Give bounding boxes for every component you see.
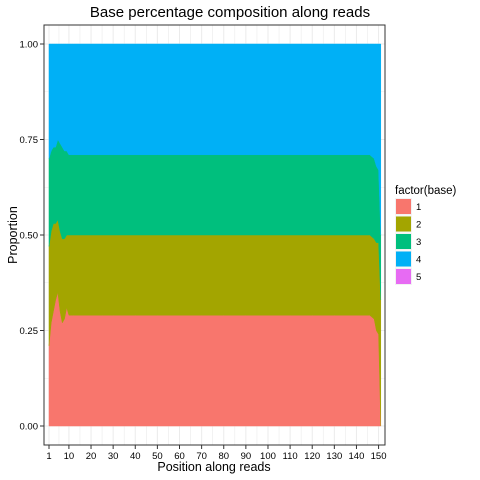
legend-label-3: 3 — [416, 237, 421, 248]
y-tick-label: 0.25 — [20, 326, 39, 337]
x-tick-label: 50 — [152, 451, 163, 462]
x-tick-label: 30 — [108, 451, 119, 462]
x-axis: 1 10 20 30 40 50 60 70 80 90 100 110 120 130 140 150 — [46, 445, 387, 462]
area-layers — [48, 43, 382, 427]
y-tick-label: 0.00 — [20, 422, 39, 433]
x-tick-label: 90 — [241, 451, 252, 462]
x-axis-title: Position along reads — [157, 460, 270, 474]
x-tick-label: 130 — [326, 451, 342, 462]
legend-label-2: 2 — [416, 220, 421, 231]
area-series-4 — [48, 43, 382, 236]
x-tick-label: 10 — [64, 451, 75, 462]
x-tick-label: 110 — [283, 451, 298, 462]
plot-panel — [43, 24, 386, 446]
y-axis-title: Proportion — [6, 206, 20, 264]
y-axis: 0.00 0.25 0.50 0.75 1.00 — [20, 40, 44, 433]
x-tick-label: 100 — [260, 451, 276, 462]
legend-swatch-5 — [396, 269, 411, 284]
legend-label-1: 1 — [416, 202, 421, 213]
x-tick-label: 60 — [174, 451, 185, 462]
x-tick-label: 140 — [349, 451, 365, 462]
legend-swatch-4 — [396, 251, 411, 267]
legend-label-4: 4 — [416, 255, 421, 266]
legend-label-5: 5 — [416, 272, 421, 283]
legend-swatch-2 — [396, 216, 411, 232]
y-tick-label: 0.50 — [20, 231, 39, 242]
y-tick-label: 1.00 — [20, 40, 39, 51]
chart-title: Base percentage composition along reads — [90, 4, 370, 21]
legend-swatch-3 — [396, 234, 411, 249]
x-tick-label: 40 — [130, 451, 141, 462]
legend: factor(base) 1 2 3 4 5 — [395, 185, 457, 285]
x-tick-label: 70 — [196, 451, 207, 462]
y-tick-label: 0.75 — [20, 135, 39, 146]
legend-swatch-1 — [396, 199, 411, 214]
x-tick-label: 20 — [86, 451, 97, 462]
legend-items: 1 2 3 4 5 — [395, 198, 421, 285]
x-tick-label: 80 — [218, 451, 229, 462]
legend-title: factor(base) — [395, 185, 457, 197]
x-tick-label: 120 — [304, 451, 320, 462]
x-tick-label: 1 — [46, 451, 51, 462]
x-tick-label: 150 — [371, 451, 387, 462]
